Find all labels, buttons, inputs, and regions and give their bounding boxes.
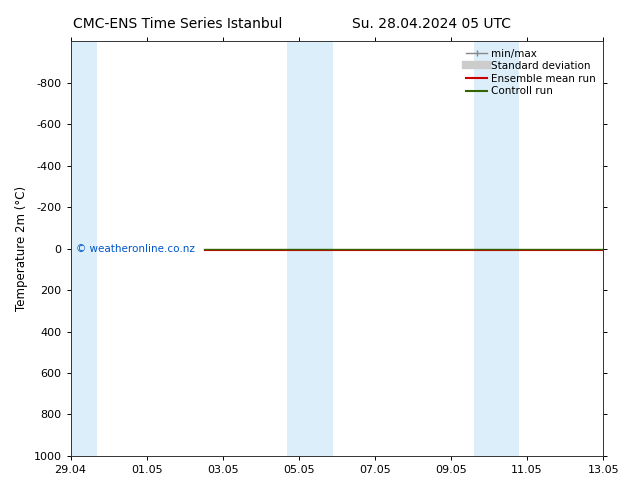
Bar: [496, 41, 519, 456]
Legend: min/max, Standard deviation, Ensemble mean run, Controll run: min/max, Standard deviation, Ensemble me…: [464, 47, 598, 98]
Y-axis label: Temperature 2m (°C): Temperature 2m (°C): [15, 186, 28, 311]
Bar: [287, 41, 310, 456]
Text: Su. 28.04.2024 05 UTC: Su. 28.04.2024 05 UTC: [352, 17, 510, 31]
Bar: [70, 41, 97, 456]
Bar: [474, 41, 496, 456]
Text: © weatheronline.co.nz: © weatheronline.co.nz: [76, 244, 195, 254]
Bar: [310, 41, 333, 456]
Title: CMC-ENS Time Series Istanbul    Su. 28.04.2024 05 UTC: CMC-ENS Time Series Istanbul Su. 28.04.2…: [0, 489, 1, 490]
Text: CMC-ENS Time Series Istanbul: CMC-ENS Time Series Istanbul: [73, 17, 282, 31]
